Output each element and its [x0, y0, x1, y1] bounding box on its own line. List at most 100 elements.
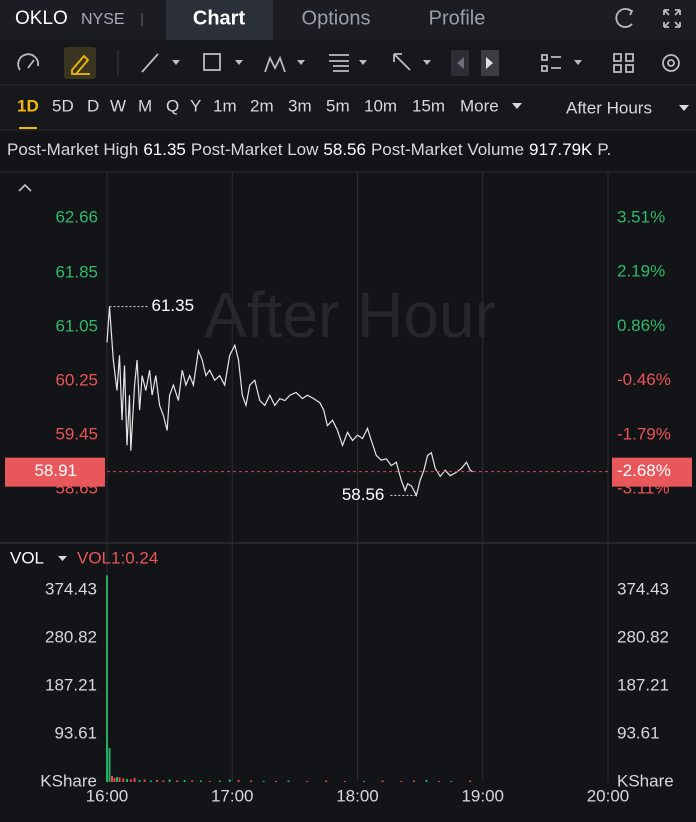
tab[interactable]: Profile	[429, 7, 486, 29]
volume-indicator: VOL1:0.24	[77, 548, 158, 567]
volume-bar	[287, 780, 290, 782]
y2-tick-label: -0.46%	[617, 370, 671, 389]
line-tool-icon[interactable]	[141, 53, 159, 73]
ticker: OKLO	[15, 8, 68, 29]
period-option[interactable]: M	[138, 96, 152, 115]
chart-layer	[106, 172, 609, 782]
volume-bar	[126, 778, 129, 782]
period-option[interactable]: 1D	[17, 96, 39, 115]
y-tick-label-right: 187.21	[617, 675, 669, 694]
stat-label: P.	[597, 140, 611, 159]
session-select[interactable]: After Hours	[566, 98, 652, 117]
tab[interactable]: Chart	[193, 7, 246, 29]
volume-bar	[122, 778, 125, 782]
volume-bar	[149, 780, 152, 782]
volume-bar	[343, 780, 346, 782]
rect-tool-icon[interactable]	[203, 53, 221, 71]
period-option[interactable]: More	[460, 96, 499, 115]
volume-bar	[306, 780, 309, 782]
period-option[interactable]: Q	[166, 96, 179, 115]
volume-bar	[275, 780, 278, 782]
stat-value: 58.56	[323, 140, 366, 159]
annotation-label: 58.56	[342, 485, 385, 504]
volume-bar	[111, 775, 114, 782]
period-option[interactable]: 10m	[364, 96, 397, 115]
settings-icon[interactable]	[662, 54, 680, 72]
volume-bar	[162, 780, 165, 782]
period-option[interactable]: D	[87, 96, 99, 115]
collapse-icon[interactable]	[18, 183, 32, 192]
y-tick-label: 61.05	[55, 316, 98, 335]
volume-bar	[183, 779, 186, 782]
price-line	[106, 306, 473, 497]
last-price-label: 58.91	[34, 461, 77, 480]
list-icon[interactable]	[541, 54, 561, 72]
period-option[interactable]: 5D	[52, 96, 74, 115]
period-option[interactable]: 2m	[250, 96, 274, 115]
x-tick-label: 17:00	[211, 786, 254, 805]
volume-bar	[412, 780, 415, 782]
volume-bar	[381, 780, 384, 782]
fullscreen-icon[interactable]	[663, 9, 681, 28]
volume-bar	[168, 779, 171, 782]
volume-bar	[176, 780, 179, 782]
volume-bar	[116, 776, 119, 782]
dropdown-arrow	[423, 60, 431, 65]
volume-title: VOL	[10, 548, 44, 567]
gauge-icon[interactable]	[17, 53, 40, 71]
y-tick-label: 60.25	[55, 370, 98, 389]
volume-bar	[208, 780, 211, 782]
volume-bar	[156, 779, 159, 782]
y2-tick-label: 2.19%	[617, 261, 665, 280]
y-tick-label-right: 93.61	[617, 723, 660, 742]
tab[interactable]: Options	[302, 7, 371, 29]
pattern-tool-icon[interactable]	[264, 55, 286, 73]
y2-tick-label: 0.86%	[617, 316, 665, 335]
layout-icon[interactable]	[613, 53, 634, 73]
volume-bar	[228, 779, 231, 782]
stat-label: Post-Market Low	[191, 140, 319, 159]
volume-bar	[450, 780, 453, 782]
volume-bar	[250, 780, 253, 782]
dropdown-arrow	[574, 60, 582, 65]
pen-icon[interactable]	[71, 54, 90, 75]
tab-active-bg	[166, 0, 273, 40]
text-tool-icon[interactable]	[329, 54, 349, 72]
y-tick-label: 62.66	[55, 207, 98, 226]
dropdown-arrow	[512, 103, 522, 109]
volume-bar	[138, 779, 141, 782]
prev-arrow	[457, 57, 464, 69]
y-tick-label-right: 280.82	[617, 627, 669, 646]
x-tick-label: 19:00	[461, 786, 504, 805]
period-option[interactable]: 15m	[412, 96, 445, 115]
annotation-label: 61.35	[152, 296, 195, 315]
x-tick-label: 18:00	[336, 786, 379, 805]
period-option[interactable]: Y	[190, 96, 201, 115]
y-tick-label: 187.21	[45, 675, 97, 694]
y-tick-label: 61.85	[55, 262, 98, 281]
x-tick-label: 16:00	[86, 786, 129, 805]
dropdown-arrow	[172, 60, 180, 65]
dropdown-arrow	[235, 60, 243, 65]
arrow-tool-icon[interactable]	[393, 53, 411, 71]
stats-line: Post-Market High 61.35 Post-Market Low 58.5…	[7, 140, 611, 159]
stat-value: 917.79K	[529, 140, 593, 159]
dropdown-arrow	[58, 556, 67, 561]
period-option[interactable]: W	[110, 96, 126, 115]
period-option[interactable]: 1m	[213, 96, 237, 115]
last-change-box	[612, 457, 692, 487]
volume-bar	[237, 779, 240, 782]
volume-bar	[143, 779, 146, 782]
stat-label: Post-Market Volume	[371, 140, 524, 159]
volume-bar	[325, 780, 328, 782]
y-axis-unit: KShare	[40, 771, 97, 790]
period-option[interactable]: 5m	[326, 96, 350, 115]
refresh-icon[interactable]	[615, 8, 634, 28]
volume-bar	[118, 777, 121, 782]
y2-tick-label: 3.51%	[617, 207, 665, 226]
exchange: NYSE	[81, 11, 125, 28]
y-tick-label: 93.61	[54, 723, 97, 742]
volume-bar	[425, 779, 428, 782]
stat-value: 61.35	[143, 140, 186, 159]
period-option[interactable]: 3m	[288, 96, 312, 115]
